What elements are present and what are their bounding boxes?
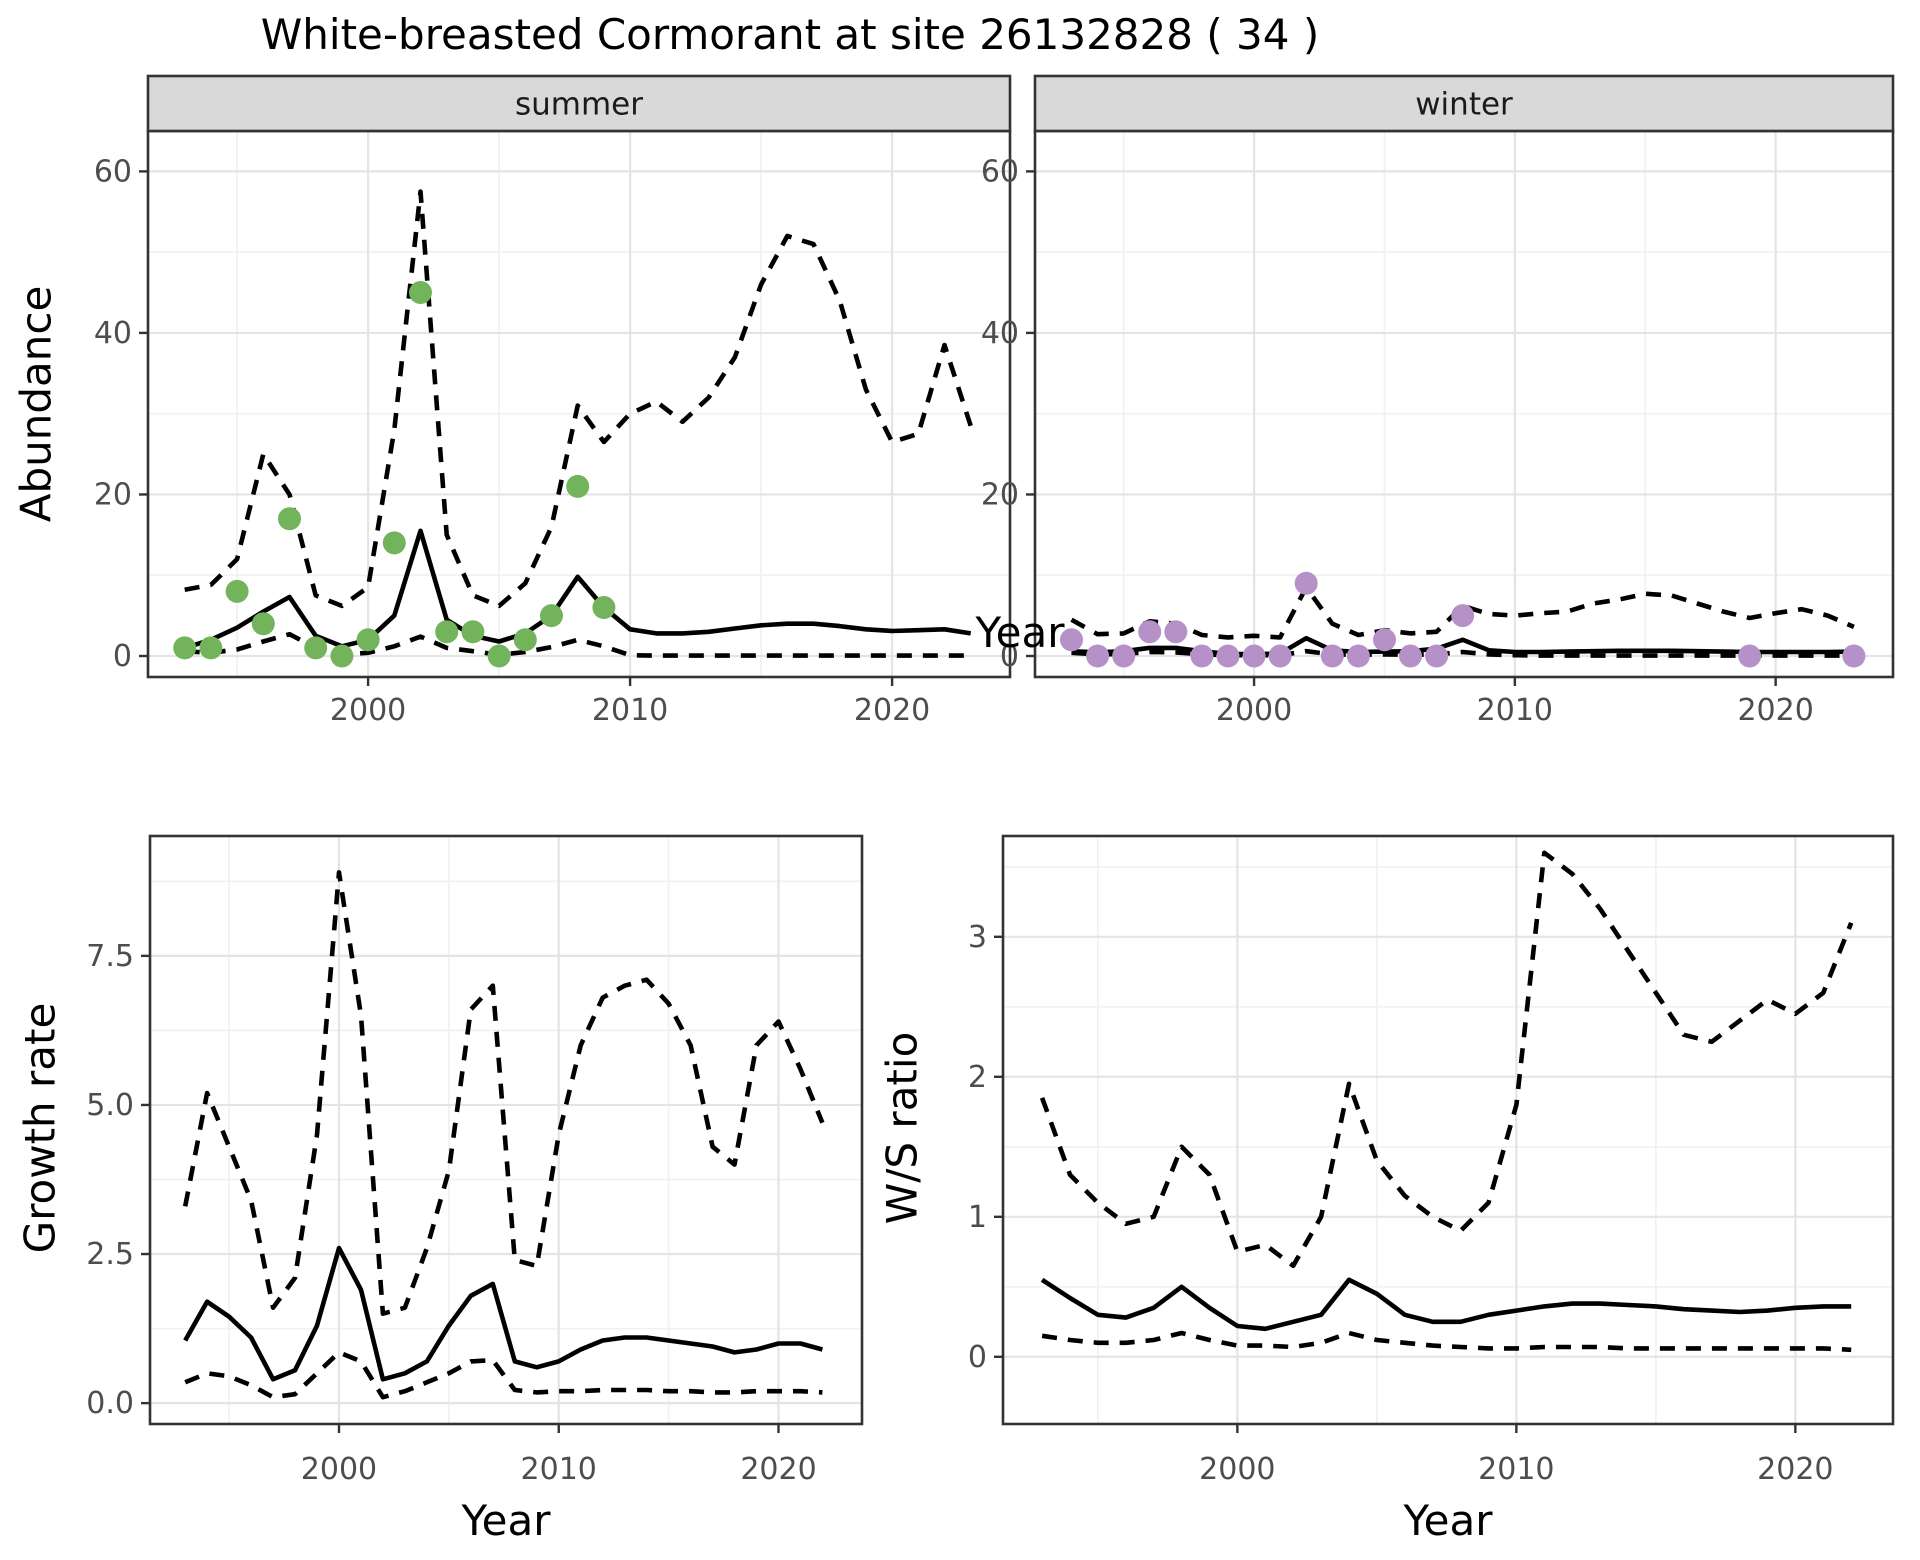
y-tick-label: 40 — [981, 316, 1019, 351]
facet-strip-winter — [1033, 74, 1895, 133]
data-point — [1190, 644, 1214, 668]
x-tick-label: 2010 — [1477, 693, 1553, 728]
data-point — [513, 628, 537, 652]
data-point — [435, 620, 459, 644]
y-axis-title-growth-rate: Growth rate — [15, 1002, 65, 1254]
data-point — [540, 604, 563, 628]
y-tick-label: 2.5 — [86, 1237, 134, 1272]
panel-ws: 2000 2010 2020 0 1 2 3 — [968, 834, 1895, 1487]
x-tick-label: 2000 — [1199, 1452, 1275, 1487]
data-point — [1373, 628, 1396, 652]
data-point — [1086, 644, 1110, 668]
data-point — [566, 474, 590, 498]
data-point — [304, 636, 328, 660]
y-tick-label: 40 — [94, 316, 132, 351]
x-tick-label: 2010 — [521, 1452, 597, 1487]
x-tick-label: 2000 — [330, 693, 406, 728]
y-tick-label: 0 — [113, 639, 132, 674]
x-tick-label: 2020 — [1737, 693, 1813, 728]
y-tick-label: 60 — [94, 154, 132, 189]
data-point — [1112, 644, 1136, 668]
data-point — [382, 531, 406, 555]
y-tick-label: 1 — [968, 1200, 987, 1235]
data-point — [461, 620, 485, 644]
x-tick-label: 2020 — [740, 1452, 816, 1487]
data-point — [251, 612, 275, 636]
upper-ci-line-growth — [182, 870, 825, 1316]
data-point — [330, 644, 354, 668]
x-tick-label: 2010 — [1478, 1452, 1554, 1487]
x-tick-label: 2020 — [1757, 1452, 1833, 1487]
data-point — [1138, 620, 1162, 644]
panel-winter: 2000 2010 2020 0 20 40 60 winter — [981, 74, 1895, 728]
data-point — [278, 507, 301, 531]
data-point — [1216, 644, 1240, 668]
panel-summer: 2000 2010 2020 0 20 40 60 summer — [94, 74, 1012, 728]
y-tick-label: 3 — [968, 920, 987, 955]
data-point — [1842, 644, 1866, 668]
data-point — [173, 636, 197, 660]
lower-ci-line-ws — [1041, 1330, 1852, 1353]
x-axis-title-year-top: Year — [975, 608, 1065, 657]
y-tick-label: 5.0 — [86, 1088, 134, 1123]
data-point — [1164, 620, 1188, 644]
fit-line-growth — [183, 1245, 824, 1382]
x-tick-label: 2020 — [854, 693, 930, 728]
data-point — [409, 281, 432, 304]
x-tick-label: 2010 — [592, 693, 668, 728]
upper-ci-line-ws — [1039, 850, 1854, 1269]
data-point — [1399, 644, 1422, 668]
x-axis-title-year-bottom-left: Year — [461, 1496, 551, 1545]
data-point — [1242, 644, 1266, 668]
observed-points-summer — [173, 281, 616, 668]
panel-growth: 2000 2010 2020 0.0 2.5 5.0 7.5 — [86, 834, 864, 1487]
data-point — [356, 628, 380, 652]
y-tick-label: 2 — [968, 1060, 987, 1095]
y-tick-label: 20 — [94, 477, 132, 512]
data-point — [487, 644, 511, 668]
data-point — [1738, 644, 1762, 668]
fit-line-summer — [184, 528, 972, 651]
y-tick-label: 60 — [981, 154, 1019, 189]
data-point — [1346, 644, 1370, 668]
y-axis-title-ws-ratio: W/S ratio — [877, 1031, 927, 1225]
data-point — [1320, 644, 1344, 668]
x-axis-title-year-bottom-right: Year — [1403, 1496, 1493, 1545]
data-point — [1451, 604, 1475, 628]
y-tick-label: 0.0 — [86, 1386, 134, 1421]
data-point — [199, 636, 223, 660]
data-point — [592, 596, 616, 619]
upper-ci-line-winter — [1070, 585, 1855, 640]
data-point — [225, 579, 249, 603]
y-tick-label: 20 — [981, 477, 1019, 512]
data-point — [1268, 644, 1292, 668]
observed-points-winter — [1060, 571, 1866, 668]
x-tick-label: 2000 — [301, 1452, 377, 1487]
facet-strip-label: winter — [1415, 87, 1513, 123]
y-tick-label: 0 — [1000, 639, 1019, 674]
y-tick-label: 7.5 — [86, 939, 134, 974]
facet-strip-summer — [146, 74, 1012, 133]
data-point — [1060, 628, 1083, 652]
x-tick-label: 2000 — [1216, 693, 1292, 728]
fit-line-ws — [1040, 1277, 1852, 1332]
facet-strip-label: summer — [515, 87, 643, 123]
y-axis-title-abundance: Abundance — [11, 285, 61, 523]
lower-ci-line-growth — [184, 1350, 823, 1400]
upper-ci-line-summer — [184, 189, 973, 609]
data-point — [1294, 571, 1318, 595]
data-point — [1425, 644, 1449, 668]
chart-title: White-breasted Cormorant at site 2613282… — [260, 10, 1320, 59]
y-tick-label: 0 — [968, 1340, 987, 1375]
